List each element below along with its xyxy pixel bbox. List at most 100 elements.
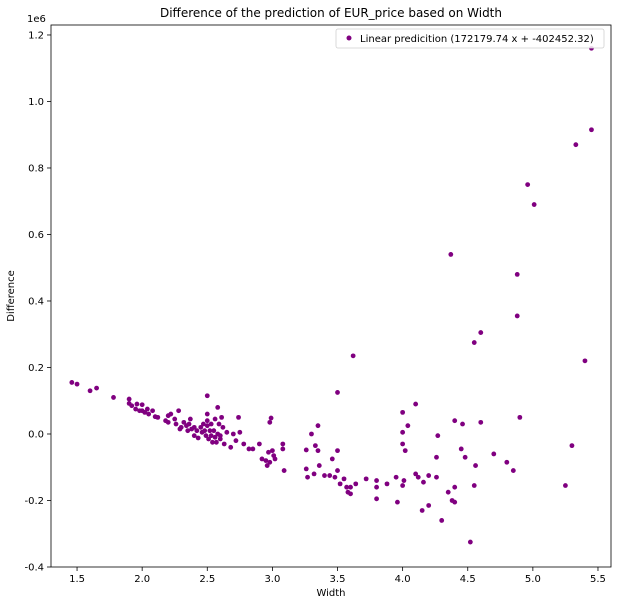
data-point — [246, 446, 252, 452]
data-point — [191, 424, 197, 430]
data-point — [374, 484, 379, 490]
data-point — [217, 436, 223, 442]
data-point — [393, 474, 399, 480]
data-point — [211, 428, 217, 434]
data-point — [217, 433, 223, 439]
data-point — [172, 416, 178, 422]
data-point — [198, 424, 204, 430]
data-point — [439, 518, 445, 523]
data-point — [363, 476, 369, 482]
x-axis-label: Width — [316, 588, 345, 599]
data-point — [504, 459, 510, 465]
data-point — [237, 429, 243, 435]
y-tick-label: -0.4 — [24, 563, 44, 574]
data-point — [204, 393, 210, 399]
data-point — [341, 476, 347, 482]
data-point — [426, 503, 432, 508]
data-point — [401, 478, 407, 483]
data-point — [316, 463, 322, 468]
data-point — [281, 468, 287, 473]
data-point — [204, 423, 210, 429]
data-point — [478, 330, 484, 335]
data-point — [267, 419, 273, 425]
data-point — [467, 539, 473, 545]
data-point — [405, 423, 411, 429]
data-point — [200, 421, 206, 427]
data-point — [525, 182, 531, 188]
data-point — [312, 443, 318, 449]
data-point — [139, 402, 145, 408]
y-tick-label: 0.2 — [28, 363, 44, 374]
data-point — [337, 481, 343, 487]
data-point — [133, 406, 139, 412]
data-point — [374, 478, 379, 483]
data-point — [204, 411, 210, 417]
data-point — [303, 447, 309, 453]
data-point — [134, 401, 140, 407]
data-point — [452, 484, 458, 490]
scatter-points — [69, 45, 594, 545]
data-point — [400, 429, 406, 435]
data-point — [350, 353, 356, 359]
data-point — [400, 409, 406, 415]
legend-label: Linear predicition (172179.74 x + -40245… — [360, 34, 594, 45]
data-point — [415, 474, 421, 480]
data-point — [458, 446, 464, 452]
data-point — [228, 444, 234, 450]
data-point — [329, 456, 335, 462]
data-point — [213, 439, 219, 445]
data-point — [413, 471, 419, 477]
data-point — [194, 428, 200, 434]
data-point — [185, 428, 191, 434]
data-point — [269, 448, 275, 454]
y-tick-label: 0.0 — [28, 429, 44, 440]
data-point — [335, 468, 340, 473]
data-point — [111, 395, 116, 400]
data-point — [531, 202, 537, 207]
legend-marker — [346, 35, 352, 41]
data-point — [348, 484, 353, 490]
data-point — [491, 451, 497, 457]
data-point — [473, 463, 478, 468]
data-point — [181, 419, 187, 425]
data-point — [563, 483, 568, 488]
y-axis: -0.4 -0.2 0.0 0.2 0.4 0.6 0.8 1.0 1.2 — [24, 30, 51, 574]
data-point — [514, 271, 520, 277]
data-point — [589, 127, 594, 133]
y-tick-label: 0.6 — [28, 230, 44, 241]
data-point — [322, 473, 327, 478]
data-point — [335, 390, 340, 395]
legend-box — [335, 28, 605, 49]
x-tick-label: 5.0 — [525, 574, 541, 585]
data-point — [203, 433, 209, 439]
data-point — [309, 431, 314, 437]
data-point — [69, 380, 75, 385]
data-point — [168, 411, 174, 417]
data-point — [448, 252, 454, 257]
data-point — [129, 403, 135, 409]
data-point — [569, 443, 575, 449]
data-point — [206, 436, 211, 442]
y-tick-label: 0.4 — [28, 296, 44, 307]
data-point — [471, 340, 477, 345]
data-point — [460, 421, 465, 427]
data-point — [142, 409, 148, 415]
data-point — [212, 416, 218, 422]
data-point — [126, 396, 132, 402]
data-point — [250, 446, 256, 452]
data-point — [146, 411, 152, 417]
data-point — [426, 473, 432, 478]
data-point — [215, 404, 221, 410]
y-offset-label: 1e6 — [27, 14, 46, 25]
data-point — [173, 421, 179, 427]
data-point — [219, 414, 225, 420]
data-point — [208, 421, 214, 427]
x-tick-label: 4.5 — [460, 574, 476, 585]
data-point — [224, 429, 230, 435]
data-point — [413, 401, 419, 407]
x-tick-label: 3.5 — [330, 574, 346, 585]
data-point — [187, 416, 193, 422]
data-point — [400, 441, 406, 447]
data-point — [452, 499, 458, 505]
